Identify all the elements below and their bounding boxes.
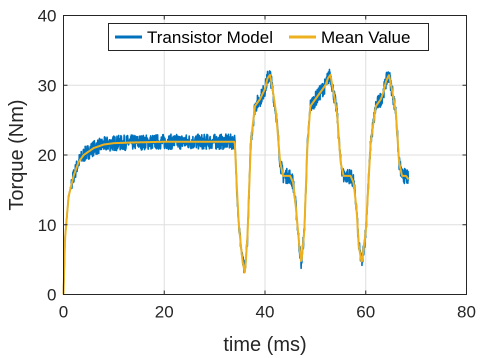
y-tick-label: 10	[38, 216, 57, 235]
x-tick-label: 60	[356, 303, 375, 322]
ticks: 0 20 40 60 80 0 10 20 30 40	[38, 7, 476, 322]
y-axis-label: Torque (Nm)	[6, 99, 28, 210]
y-tick-label: 20	[38, 146, 57, 165]
series-layer	[62, 68, 410, 295]
x-tick-label: 80	[457, 303, 476, 322]
legend-box	[108, 23, 429, 51]
y-tick-label: 0	[47, 286, 56, 305]
legend-label-mean-value: Mean Value	[321, 28, 410, 47]
y-tick-label: 40	[38, 7, 57, 26]
legend: Transistor Model Mean Value	[108, 23, 429, 51]
x-tick-label: 0	[59, 303, 68, 322]
grid	[63, 15, 467, 295]
y-tick-label: 30	[38, 76, 57, 95]
x-axis-label: time (ms)	[223, 334, 306, 356]
series-line-mean-value	[62, 73, 410, 295]
x-tick-label: 40	[256, 303, 275, 322]
legend-label-transistor-model: Transistor Model	[147, 28, 273, 47]
x-tick-label: 20	[155, 303, 174, 322]
